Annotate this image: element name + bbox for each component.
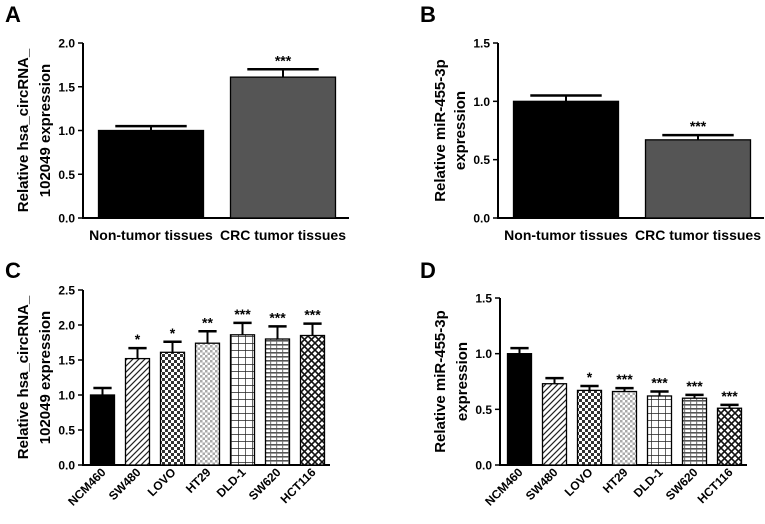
panel-label: D bbox=[420, 258, 436, 283]
bar-dld-1 bbox=[646, 395, 673, 466]
panel-B: B Relative miR-455-3p expression 0.0 0.5 1.0 1… bbox=[420, 2, 764, 243]
panel-label: B bbox=[420, 2, 436, 27]
panel-label: A bbox=[5, 2, 21, 27]
x-tick-label: SW480 bbox=[106, 465, 144, 503]
x-tick-label: DLD-1 bbox=[631, 465, 666, 500]
y-tick-label: 2.5 bbox=[58, 284, 75, 298]
significance-label: *** bbox=[275, 52, 292, 68]
y-tick-label: 1.5 bbox=[58, 354, 75, 368]
significance-label: *** bbox=[304, 307, 321, 323]
x-tick-label: Non-tumor tissues bbox=[89, 227, 213, 243]
y-tick-label: 0.5 bbox=[58, 424, 75, 438]
y-axis-label: Relative miR-455-3p bbox=[432, 59, 449, 202]
significance-label: * bbox=[587, 369, 593, 385]
x-tick-label: HT29 bbox=[183, 465, 214, 496]
y-tick-label: 0.5 bbox=[473, 153, 490, 167]
panels: A Relative hsa_circRNA_ 102049 expression 0… bbox=[5, 2, 764, 509]
y-axis-label: Relative hsa_circRNA_ bbox=[15, 295, 32, 459]
significance-label: *** bbox=[616, 371, 633, 387]
significance-label: *** bbox=[269, 309, 286, 325]
significance-label: *** bbox=[234, 306, 251, 322]
x-tick-label: Non-tumor tissues bbox=[504, 227, 628, 243]
bar-lovo bbox=[159, 351, 186, 466]
bar-ncm460 bbox=[89, 394, 116, 466]
y-tick-label: 1.5 bbox=[58, 80, 75, 94]
y-tick-label: 1.5 bbox=[473, 37, 490, 51]
bar-hct116 bbox=[716, 407, 743, 466]
panel-C: C Relative hsa_circRNA_ 102049 expression 0… bbox=[5, 258, 330, 509]
significance-label: * bbox=[170, 325, 176, 341]
x-tick-label: SW480 bbox=[523, 465, 561, 503]
bar-ht29 bbox=[194, 342, 221, 466]
bar-ht29 bbox=[611, 390, 638, 466]
x-tick-label: HT29 bbox=[600, 465, 631, 496]
significance-label: *** bbox=[686, 378, 703, 394]
y-tick-label: 1.5 bbox=[475, 292, 492, 306]
significance-label: * bbox=[135, 331, 141, 347]
bar-lovo bbox=[576, 389, 603, 466]
y-axis-label: expression bbox=[452, 91, 469, 170]
y-axis-label: Relative miR-455-3p bbox=[432, 310, 449, 453]
y-tick-label: 1.0 bbox=[473, 95, 490, 109]
bar-hct116 bbox=[299, 334, 326, 466]
bar-crc-tumor-tissues bbox=[644, 139, 752, 219]
significance-label: ** bbox=[202, 314, 213, 330]
y-tick-label: 0.0 bbox=[475, 459, 492, 473]
y-tick-label: 0.5 bbox=[58, 168, 75, 182]
bar-sw620 bbox=[681, 397, 708, 466]
bar-non-tumor-tissues bbox=[97, 129, 205, 219]
x-tick-label: HCT116 bbox=[695, 465, 736, 506]
bar-sw480 bbox=[124, 357, 151, 466]
y-tick-label: 2.0 bbox=[58, 37, 75, 51]
significance-label: *** bbox=[690, 118, 707, 134]
y-tick-label: 0.5 bbox=[475, 403, 492, 417]
significance-label: *** bbox=[651, 375, 668, 391]
y-tick-label: 0.0 bbox=[58, 212, 75, 226]
x-tick-label: LOVO bbox=[562, 465, 596, 499]
x-tick-label: CRC tumor tissues bbox=[220, 227, 346, 243]
y-tick-label: 1.0 bbox=[58, 389, 75, 403]
bar-sw620 bbox=[264, 338, 291, 466]
x-tick-label: HCT116 bbox=[278, 465, 319, 506]
x-tick-label: CRC tumor tissues bbox=[635, 227, 761, 243]
bar-dld-1 bbox=[229, 334, 256, 466]
y-axis-label: Relative hsa_circRNA_ bbox=[15, 48, 32, 212]
panel-D: D Relative miR-455-3p expression 0.0 0.5 1.0 1… bbox=[420, 258, 747, 509]
bar-crc-tumor-tissues bbox=[229, 76, 337, 219]
y-tick-label: 1.0 bbox=[475, 347, 492, 361]
y-tick-label: 1.0 bbox=[58, 124, 75, 138]
significance-label: *** bbox=[721, 388, 738, 404]
y-axis-label: expression bbox=[454, 342, 471, 421]
y-tick-label: 0.0 bbox=[473, 212, 490, 226]
bar-non-tumor-tissues bbox=[512, 100, 620, 219]
y-tick-label: 0.0 bbox=[58, 459, 75, 473]
y-axis-label: 102049 expression bbox=[37, 64, 54, 197]
y-tick-label: 2.0 bbox=[58, 319, 75, 333]
x-tick-label: LOVO bbox=[145, 465, 179, 499]
panel-A: A Relative hsa_circRNA_ 102049 expression 0… bbox=[5, 2, 349, 243]
panel-label: C bbox=[5, 258, 21, 283]
bar-ncm460 bbox=[506, 353, 533, 466]
bar-sw480 bbox=[541, 383, 568, 466]
y-axis-label: 102049 expression bbox=[37, 311, 54, 444]
x-tick-label: DLD-1 bbox=[214, 465, 249, 500]
